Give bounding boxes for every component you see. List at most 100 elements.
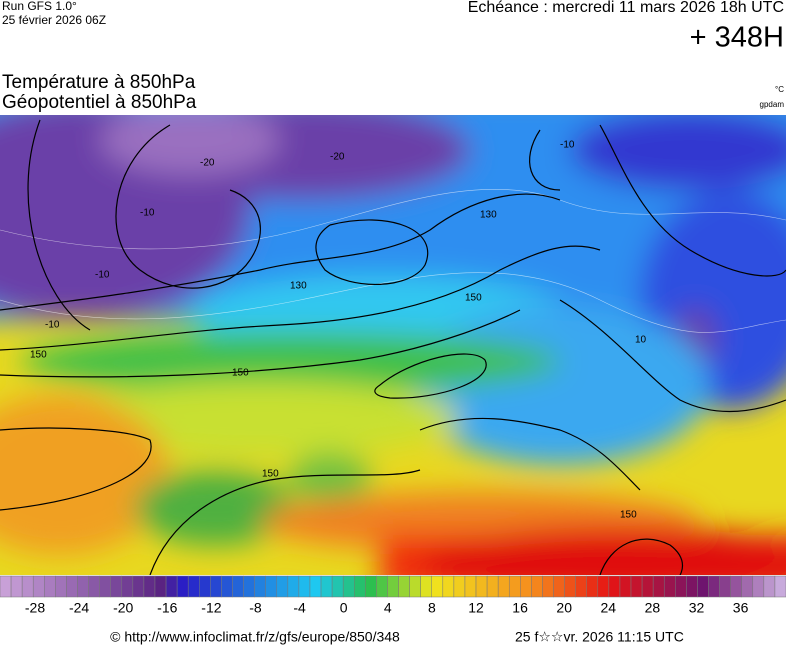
temperature-isolines [0, 188, 786, 333]
color-swatch [143, 575, 156, 598]
color-swatch [697, 575, 709, 598]
color-swatch [0, 575, 12, 598]
color-swatch [154, 575, 167, 598]
scale-label: -4 [293, 600, 306, 616]
color-swatch [531, 575, 543, 598]
color-swatch [10, 575, 23, 598]
scale-label: -16 [157, 600, 177, 616]
color-swatch [365, 575, 377, 598]
color-swatch [176, 575, 189, 598]
color-swatch [586, 575, 599, 598]
contour-label: 130 [290, 281, 307, 292]
color-swatch [641, 575, 654, 598]
contour-label: 150 [30, 350, 47, 361]
scale-label: -28 [25, 600, 45, 616]
scale-label: -20 [113, 600, 133, 616]
color-swatch [730, 575, 742, 598]
color-swatch [287, 575, 300, 598]
contour-label: 150 [620, 510, 637, 521]
unit-temperature: °C [775, 85, 784, 94]
color-swatch [354, 575, 366, 598]
contour-label: -20 [330, 152, 345, 163]
color-swatch [486, 575, 499, 598]
color-swatch [597, 575, 610, 598]
scale-label: 0 [340, 600, 348, 616]
color-swatch [199, 575, 211, 598]
color-swatch [21, 575, 34, 598]
color-swatch [320, 575, 333, 598]
color-swatch [66, 575, 78, 598]
color-swatch [663, 575, 676, 598]
timestamp: 25 f☆☆vr. 2026 11:15 UTC [515, 629, 684, 645]
color-swatch [276, 575, 289, 598]
color-swatch [475, 575, 488, 598]
color-swatch [265, 575, 278, 598]
color-swatch [564, 575, 576, 598]
lead-time: + 348H [690, 22, 784, 54]
scale-label: 36 [733, 600, 749, 616]
title-geopotential: Géopotentiel à 850hPa [2, 92, 197, 113]
color-swatch [331, 575, 344, 598]
color-swatch [376, 575, 388, 598]
source-link[interactable]: © http://www.infoclimat.fr/z/gfs/europe/… [110, 629, 400, 645]
map: -20 -20 -10 -10 -10 10 130 130 150 150 1… [0, 115, 786, 575]
color-swatch [542, 575, 554, 598]
geopotential-contours [0, 119, 786, 575]
color-swatch [409, 575, 421, 598]
color-swatch [553, 575, 565, 598]
color-swatch [32, 575, 45, 598]
color-swatch [165, 575, 178, 598]
color-swatch [232, 575, 244, 598]
run-label: Run GFS 1.0° [2, 0, 77, 13]
forecast-time: Echéance : mercredi 11 mars 2026 18h UTC [468, 0, 784, 16]
color-swatch [243, 575, 255, 598]
color-swatch [520, 575, 532, 598]
color-swatch [497, 575, 510, 598]
run-date: 25 février 2026 06Z [2, 13, 106, 27]
contour-label: 150 [262, 469, 279, 480]
scale-label: -12 [201, 600, 221, 616]
contour-label: -10 [560, 140, 575, 151]
color-swatch [431, 575, 444, 598]
color-swatch [619, 575, 632, 598]
title-temperature: Température à 850hPa [2, 72, 196, 93]
color-swatch [398, 575, 410, 598]
scale-label: -24 [69, 600, 89, 616]
color-swatch [608, 575, 621, 598]
contour-label: 130 [480, 210, 497, 221]
contour-label: -10 [95, 270, 110, 281]
color-swatch [309, 575, 322, 598]
color-swatch [464, 575, 477, 598]
color-swatch [453, 575, 466, 598]
color-swatch [210, 575, 222, 598]
scale-label: 16 [512, 600, 528, 616]
temperature-field [0, 115, 786, 575]
scale-label: 20 [556, 600, 572, 616]
contour-label: -20 [200, 158, 215, 169]
contour-label: -10 [45, 320, 60, 331]
color-swatch [686, 575, 698, 598]
color-swatch [675, 575, 687, 598]
color-swatch [99, 575, 111, 598]
color-swatch [752, 575, 765, 598]
color-swatch [342, 575, 355, 598]
scale-label: -8 [249, 600, 262, 616]
contour-label: 150 [232, 368, 249, 379]
color-swatch [774, 575, 786, 598]
scale-label: 8 [428, 600, 436, 616]
scale-label: 24 [601, 600, 617, 616]
scale-label: 4 [384, 600, 392, 616]
contour-label: 150 [465, 293, 482, 304]
scale-label: 32 [689, 600, 705, 616]
color-swatch [121, 575, 134, 598]
scale-label: 12 [468, 600, 484, 616]
color-swatch [630, 575, 643, 598]
color-swatch [508, 575, 521, 598]
color-swatch [132, 575, 145, 598]
color-swatch [763, 575, 776, 598]
color-swatch [442, 575, 455, 598]
color-swatch [387, 575, 399, 598]
color-swatch [254, 575, 266, 598]
